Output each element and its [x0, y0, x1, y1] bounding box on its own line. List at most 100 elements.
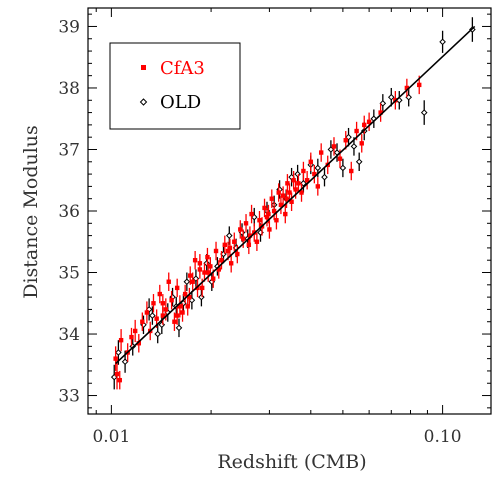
point-old [350, 143, 358, 150]
point-old [294, 170, 301, 178]
point-cfa3 [140, 319, 145, 324]
point-cfa3 [331, 144, 337, 149]
point-old [154, 330, 162, 338]
point-cfa3 [315, 184, 321, 189]
y-tick-label: 38 [58, 79, 80, 99]
point-cfa3 [157, 291, 162, 297]
point-old [110, 373, 118, 381]
x-tick-labels: 0.01 0.10 [92, 427, 461, 447]
point-cfa3 [343, 138, 348, 143]
x-tick-label: 0.10 [424, 427, 462, 447]
point-cfa3 [257, 218, 262, 223]
y-axis-title: Distance Modulus [20, 125, 42, 299]
point-cfa3 [362, 122, 367, 128]
point-old [355, 158, 363, 166]
point-cfa3 [205, 254, 210, 260]
point-cfa3 [188, 273, 193, 278]
point-cfa3 [284, 196, 289, 201]
point-cfa3 [225, 248, 231, 254]
y-tick-label: 39 [58, 17, 80, 37]
point-cfa3 [174, 285, 180, 291]
point-cfa3 [296, 181, 301, 186]
point-old [149, 312, 156, 319]
point-old [387, 93, 395, 101]
point-cfa3 [301, 168, 306, 174]
point-cfa3 [144, 310, 150, 315]
point-cfa3 [264, 214, 270, 220]
point-cfa3 [359, 141, 364, 146]
point-cfa3 [118, 337, 124, 343]
y-tick-label: 35 [58, 264, 80, 284]
point-old [115, 349, 122, 356]
point-cfa3 [205, 270, 211, 275]
point-cfa3 [304, 178, 310, 183]
point-cfa3 [254, 239, 260, 244]
point-cfa3 [262, 205, 267, 211]
point-cfa3 [266, 211, 271, 217]
point-old [121, 358, 129, 366]
point-cfa3 [285, 181, 290, 186]
point-old [183, 278, 191, 286]
point-cfa3 [219, 258, 224, 263]
point-old [175, 324, 183, 332]
point-cfa3 [280, 193, 286, 198]
legend-cfa3-marker [141, 65, 146, 70]
point-cfa3 [151, 301, 156, 306]
point-old [339, 164, 347, 172]
point-cfa3 [269, 196, 274, 201]
point-old [439, 38, 446, 46]
point-cfa3 [195, 285, 200, 291]
point-cfa3 [238, 227, 243, 232]
point-old [188, 296, 196, 304]
point-cfa3 [113, 356, 118, 361]
point-cfa3 [271, 208, 277, 214]
point-cfa3 [366, 119, 372, 125]
point-cfa3 [276, 190, 281, 195]
y-tick-label: 33 [58, 387, 80, 407]
point-cfa3 [213, 248, 219, 254]
fit-line [115, 25, 476, 365]
point-cfa3 [192, 258, 198, 263]
point-cfa3 [154, 316, 159, 321]
point-cfa3 [211, 276, 216, 281]
axis-ticks [88, 8, 491, 414]
point-cfa3 [180, 310, 185, 315]
point-old [321, 173, 328, 181]
point-cfa3 [354, 128, 359, 134]
point-cfa3 [299, 190, 304, 195]
point-old [314, 164, 322, 172]
point-cfa3 [308, 159, 313, 164]
point-cfa3 [160, 313, 166, 318]
point-cfa3 [227, 245, 233, 251]
point-cfa3 [274, 218, 279, 223]
point-cfa3 [232, 239, 237, 244]
point-cfa3 [235, 251, 240, 257]
y-tick-label: 36 [58, 202, 80, 222]
point-cfa3 [312, 171, 317, 177]
point-cfa3 [293, 187, 298, 192]
point-cfa3 [208, 264, 213, 269]
point-cfa3 [318, 150, 324, 155]
point-cfa3 [337, 156, 343, 161]
point-cfa3 [166, 279, 171, 284]
point-cfa3 [291, 178, 296, 183]
point-cfa3 [172, 319, 177, 324]
point-cfa3 [117, 377, 122, 383]
point-cfa3 [129, 334, 134, 340]
point-cfa3 [246, 242, 252, 248]
point-cfa3 [278, 202, 284, 208]
point-cfa3 [222, 242, 227, 248]
point-cfa3 [174, 313, 180, 318]
x-axis-title: Redshift (CMB) [217, 451, 366, 473]
point-cfa3 [349, 168, 354, 174]
point-cfa3 [177, 304, 183, 309]
point-cfa3 [163, 307, 169, 312]
series-cfa3-points [113, 75, 422, 390]
point-old [198, 293, 205, 301]
x-tick-label: 0.01 [92, 427, 130, 447]
point-cfa3 [289, 199, 294, 204]
point-cfa3 [247, 233, 253, 238]
point-cfa3 [287, 190, 292, 195]
point-cfa3 [216, 267, 221, 272]
